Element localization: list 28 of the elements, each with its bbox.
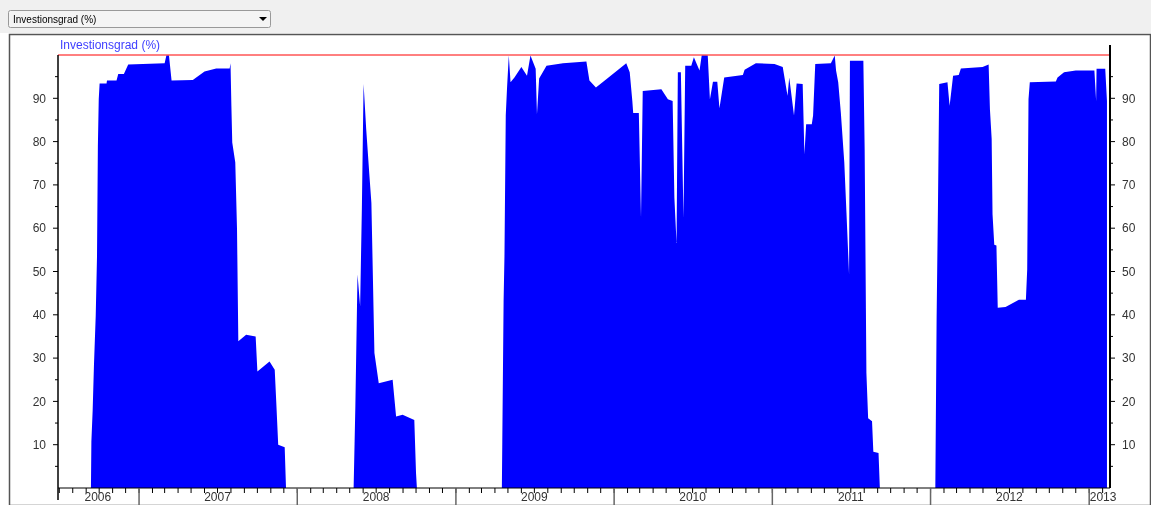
y2-tick-label: 50: [1122, 264, 1136, 279]
y2-tick-label: 10: [1122, 437, 1136, 452]
x-tick-label: 2008: [362, 490, 390, 505]
x-tick-label: 2007: [204, 490, 232, 505]
chart-title: Investionsgrad (%): [60, 38, 161, 53]
y2-tick-label: 30: [1122, 351, 1136, 366]
y-tick-label: 90: [32, 91, 47, 106]
y2-tick-label: 70: [1122, 178, 1136, 193]
x-tick-label: 2011: [837, 490, 865, 505]
y2-tick-label: 80: [1122, 134, 1136, 149]
y-tick-label: 40: [32, 308, 47, 322]
y2-tick-label: 40: [1122, 308, 1136, 322]
y-tick-label: 80: [32, 134, 47, 149]
y-tick-label: 30: [32, 351, 47, 366]
x-tick-label: 2013: [1089, 490, 1117, 505]
x-tick-label: 2010: [679, 490, 707, 505]
y-tick-label: 70: [32, 178, 47, 193]
y2-tick-label: 90: [1122, 91, 1136, 106]
y-tick-label: 10: [32, 437, 47, 452]
y-tick-label: 20: [32, 394, 47, 409]
y2-tick-label: 60: [1122, 221, 1136, 236]
y2-tick-label: 20: [1122, 394, 1136, 409]
x-tick-label: 2006: [84, 490, 112, 505]
x-tick-label: 2009: [521, 490, 549, 505]
dropdown-field: Investionsgrad (%): [8, 10, 271, 28]
y-tick-label: 60: [32, 221, 47, 236]
y-tick-label: 50: [32, 264, 47, 279]
x-tick-label: 2012: [996, 490, 1024, 505]
